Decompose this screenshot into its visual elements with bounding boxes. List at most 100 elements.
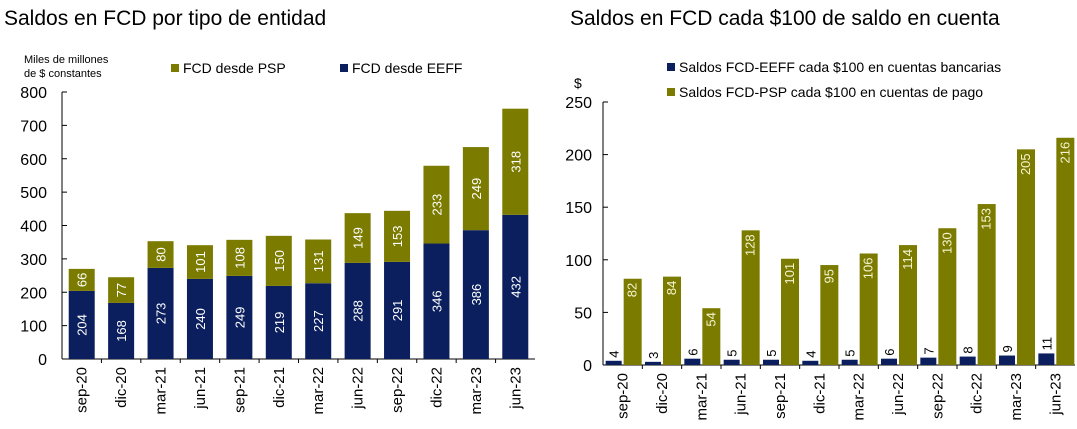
data-label-eeff: 219 xyxy=(272,312,287,334)
legend-label-psp: FCD desde PSP xyxy=(183,60,286,76)
y-tick-label: 500 xyxy=(20,185,47,202)
bar-psp xyxy=(623,278,642,365)
data-label-eeff: 249 xyxy=(232,307,247,329)
data-label-psp: 249 xyxy=(469,178,484,200)
x-tick-label: jun-22 xyxy=(350,367,367,410)
data-label-eeff: 432 xyxy=(508,276,523,298)
data-label-psp: 205 xyxy=(1018,153,1033,175)
x-tick-label: dic-20 xyxy=(654,373,671,414)
data-label-eeff: 6 xyxy=(882,348,897,355)
x-tick-label: dic-22 xyxy=(428,367,445,408)
bar-eeff xyxy=(502,214,529,359)
bar-eeff xyxy=(186,278,213,359)
legend-label-psp: Saldos FCD-PSP cada $100 en cuentas de p… xyxy=(679,84,983,100)
bar-psp xyxy=(702,308,721,365)
x-tick-label: sep-20 xyxy=(615,373,632,419)
bar-psp xyxy=(741,230,760,365)
x-tick-label: mar-22 xyxy=(310,367,327,415)
data-label-eeff: 346 xyxy=(429,290,444,312)
bar-eeff xyxy=(1038,353,1055,365)
y-tick-label: 200 xyxy=(565,148,592,165)
bar-eeff xyxy=(265,285,292,359)
x-tick-label: dic-22 xyxy=(969,373,986,414)
bar-eeff xyxy=(384,261,411,359)
bar-eeff xyxy=(344,262,371,359)
y-tick-label: 150 xyxy=(565,200,592,217)
data-label-psp: 95 xyxy=(821,269,836,283)
data-label-eeff: 273 xyxy=(154,303,169,325)
bar-psp xyxy=(108,277,135,303)
bar-psp xyxy=(462,147,489,231)
bar-eeff xyxy=(802,360,819,365)
x-tick-label: jun-23 xyxy=(1047,373,1064,416)
data-label-psp: 149 xyxy=(351,227,366,249)
x-tick-label: mar-23 xyxy=(1008,373,1025,421)
x-tick-label: dic-21 xyxy=(271,367,288,408)
data-label-psp: 101 xyxy=(193,251,208,273)
bar-eeff xyxy=(462,230,489,359)
y-axis-label: de $ constantes xyxy=(24,68,102,80)
data-label-eeff: 5 xyxy=(725,350,740,357)
y-tick-label: 0 xyxy=(38,352,47,369)
bar-psp xyxy=(820,265,839,365)
y-tick-label: 800 xyxy=(20,85,47,102)
bar-eeff xyxy=(920,357,937,365)
bar-eeff xyxy=(959,356,976,365)
data-label-psp: 131 xyxy=(311,251,326,273)
data-label-eeff: 4 xyxy=(607,351,622,358)
chart-title: Saldos en FCD cada $100 de saldo en cuen… xyxy=(570,7,1000,30)
chart-title: Saldos en FCD por tipo de entidad xyxy=(4,7,326,30)
data-label-psp: 101 xyxy=(782,263,797,285)
data-label-eeff: 288 xyxy=(351,300,366,322)
data-label-psp: 54 xyxy=(703,312,718,326)
bar-eeff xyxy=(881,358,897,365)
bar-psp xyxy=(663,276,681,365)
legend-label-eeff: FCD desde EEFF xyxy=(352,60,462,76)
bar-psp xyxy=(938,228,957,365)
data-label-eeff: 227 xyxy=(311,310,326,332)
x-tick-label: sep-22 xyxy=(929,373,946,419)
x-tick-label: dic-20 xyxy=(113,367,130,408)
bar-psp xyxy=(344,213,371,263)
y-tick-label: 300 xyxy=(20,252,47,269)
data-label-eeff: 3 xyxy=(646,352,661,359)
bar-eeff xyxy=(684,358,701,365)
data-label-eeff: 204 xyxy=(75,314,90,336)
x-tick-label: sep-21 xyxy=(231,367,248,413)
data-label-psp: 66 xyxy=(75,273,90,287)
legend-label-eeff: Saldos FCD-EEFF cada $100 en cuentas ban… xyxy=(679,59,1001,75)
y-tick-label: 50 xyxy=(574,305,592,322)
legend-swatch-psp xyxy=(171,64,179,72)
y-tick-label: 250 xyxy=(565,95,592,112)
data-label-psp: 150 xyxy=(272,250,287,272)
data-label-eeff: 168 xyxy=(114,320,129,342)
x-tick-label: jun-21 xyxy=(733,373,750,416)
x-tick-label: mar-21 xyxy=(153,367,170,415)
bar-psp xyxy=(859,253,878,365)
data-label-eeff: 11 xyxy=(1039,337,1054,351)
x-tick-label: jun-22 xyxy=(890,373,907,416)
data-label-eeff: 291 xyxy=(390,300,405,322)
bar-eeff xyxy=(763,359,779,365)
bar-eeff xyxy=(108,302,135,359)
y-tick-label: 400 xyxy=(20,219,47,236)
x-tick-label: mar-21 xyxy=(693,373,710,421)
y-tick-label: 100 xyxy=(565,253,592,270)
data-label-psp: 77 xyxy=(114,283,129,297)
data-label-eeff: 7 xyxy=(921,347,936,354)
bar-eeff xyxy=(999,355,1015,365)
bar-psp xyxy=(226,239,253,276)
bar-eeff xyxy=(226,275,253,359)
bar-eeff xyxy=(147,267,174,359)
y-tick-label: 700 xyxy=(20,118,47,135)
bar-psp xyxy=(1056,137,1075,365)
data-label-psp: 106 xyxy=(861,257,876,279)
data-label-psp: 233 xyxy=(429,194,444,216)
legend-swatch-eeff xyxy=(667,63,675,71)
bar-psp xyxy=(781,258,799,365)
x-tick-label: jun-21 xyxy=(192,367,209,410)
bar-eeff xyxy=(423,243,450,359)
bar-eeff xyxy=(723,359,740,365)
x-tick-label: sep-22 xyxy=(389,367,406,413)
